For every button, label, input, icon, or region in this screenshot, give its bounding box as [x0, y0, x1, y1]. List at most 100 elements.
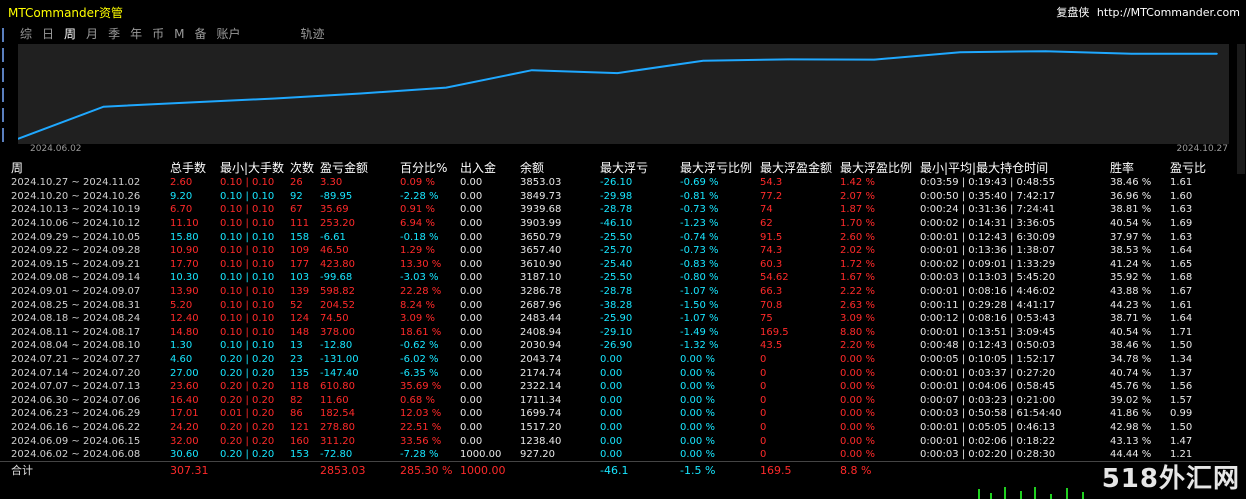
cell-mdd: -26.10 [600, 177, 633, 189]
cell-win: 41.86 % [1110, 408, 1152, 420]
table-row[interactable]: 2024.08.18 ~ 2024.08.24 12.40 0.10 | 0.10 1… [0, 312, 1230, 326]
weekly-stats-table: 周 总手数 最小|大手数 次数 盈亏金额 百分比% 出入金 余额 最大浮亏 最大浮亏比例 最大浮盈金… [0, 159, 1230, 479]
cell-mdd: 0.00 [600, 354, 623, 366]
tab-0[interactable]: 综 [20, 27, 33, 41]
watermark: 518外汇网 [1101, 464, 1240, 494]
col-header[interactable]: 次数 [290, 161, 315, 175]
cell-bal: 3939.68 [520, 204, 562, 216]
table-row[interactable]: 2024.10.06 ~ 2024.10.12 11.10 0.10 | 0.10 1… [0, 217, 1230, 231]
cell-minmax: 0.10 | 0.10 [220, 218, 275, 230]
col-header[interactable]: 最大浮盈比例 [840, 161, 913, 175]
col-header[interactable]: 周 [11, 161, 24, 175]
table-row[interactable]: 2024.06.09 ~ 2024.06.15 32.00 0.20 | 0.20 1… [0, 434, 1230, 448]
table-row[interactable]: 2024.10.20 ~ 2024.10.26 9.20 0.10 | 0.10 92… [0, 190, 1230, 204]
col-header[interactable]: 盈亏金额 [320, 161, 369, 175]
brand-link[interactable]: http://MTCommander.com [1096, 6, 1240, 19]
col-header[interactable]: 胜率 [1110, 161, 1135, 175]
cell-mfe: 0 [760, 421, 767, 433]
cell-win: 38.71 % [1110, 313, 1152, 325]
table-row[interactable]: 2024.06.23 ~ 2024.06.29 17.01 0.01 | 0.20 8… [0, 407, 1230, 421]
cell-mfep: 0.00 % [840, 449, 875, 461]
col-header[interactable]: 最大浮亏比例 [680, 161, 753, 175]
cell-week: 2024.10.20 ~ 2024.10.26 [11, 190, 141, 202]
cell-mfe: 54.3 [760, 177, 783, 189]
cell-pr: 1.56 [1170, 381, 1193, 393]
cell-io: 0.00 [460, 190, 483, 202]
table-row[interactable]: 2024.07.21 ~ 2024.07.27 4.60 0.20 | 0.20 23… [0, 353, 1230, 367]
cell-bal: 927.20 [520, 449, 555, 461]
cell-hold: 0:00:03 | 0:13:03 | 5:45:20 [920, 272, 1056, 284]
equity-point-5 [445, 86, 448, 89]
table-row[interactable]: 2024.08.11 ~ 2024.08.17 14.80 0.10 | 0.10 1… [0, 326, 1230, 340]
table-row[interactable]: 2024.07.07 ~ 2024.07.13 23.60 0.20 | 0.20 1… [0, 380, 1230, 394]
cell-io: 0.00 [460, 231, 483, 243]
table-row[interactable]: 2024.07.14 ~ 2024.07.20 27.00 0.20 | 0.20 1… [0, 366, 1230, 380]
right-scrollbar[interactable] [1237, 44, 1245, 174]
table-row[interactable]: 2024.10.13 ~ 2024.10.19 6.70 0.10 | 0.10 67… [0, 203, 1230, 217]
col-header[interactable]: 总手数 [170, 161, 207, 175]
col-header[interactable]: 出入金 [460, 161, 497, 175]
cell-mddp: -1.23 % [680, 218, 719, 230]
cell-hold: 0:00:48 | 0:12:43 | 0:50:03 [920, 340, 1056, 352]
col-header[interactable]: 余额 [520, 161, 545, 175]
col-header[interactable]: 百分比% [400, 161, 448, 175]
total-mfep: 8.8 % [840, 461, 920, 479]
tab-1[interactable]: 日 [42, 27, 55, 41]
cell-mddp: 0.00 % [680, 449, 715, 461]
tab-6[interactable]: 币 [152, 27, 165, 41]
tab-2[interactable]: 周 [64, 27, 77, 41]
tab-trajectory[interactable]: 轨迹 [300, 27, 325, 41]
cell-io: 0.00 [460, 286, 483, 298]
table-row[interactable]: 2024.09.01 ~ 2024.09.07 13.90 0.10 | 0.10 1… [0, 285, 1230, 299]
table-row[interactable]: 2024.06.02 ~ 2024.06.08 30.60 0.20 | 0.20 1… [0, 448, 1230, 462]
table-row[interactable]: 2024.09.22 ~ 2024.09.28 10.90 0.10 | 0.10 1… [0, 244, 1230, 258]
cell-week: 2024.07.21 ~ 2024.07.27 [11, 354, 141, 366]
col-header[interactable]: 最大浮亏 [600, 161, 649, 175]
cell-mfe: 0 [760, 354, 767, 366]
cell-hold: 0:00:01 | 0:04:06 | 0:58:45 [920, 381, 1056, 393]
cell-pnl: 3.30 [320, 177, 343, 189]
tab-9[interactable]: 账户 [216, 27, 241, 41]
cell-week: 2024.06.09 ~ 2024.06.15 [11, 435, 141, 447]
cell-win: 36.96 % [1110, 190, 1152, 202]
col-header[interactable]: 最大浮盈金额 [760, 161, 833, 175]
table-row[interactable]: 2024.08.25 ~ 2024.08.31 5.20 0.10 | 0.10 52… [0, 298, 1230, 312]
cell-pct: 3.09 % [400, 313, 435, 325]
period-tabs: 综日周月季年币 M 备账户 轨迹 [20, 25, 335, 43]
tab-8[interactable]: 备 [194, 27, 207, 41]
col-header[interactable]: 最小|大手数 [220, 161, 285, 175]
ticker-bars [970, 485, 1110, 499]
cell-pnl: 204.52 [320, 299, 355, 311]
cell-mddp: 0.00 % [680, 381, 715, 393]
cell-mddp: -0.73 % [680, 204, 719, 216]
cell-bal: 3849.73 [520, 190, 562, 202]
cell-win: 44.44 % [1110, 449, 1152, 461]
cell-lots: 11.10 [170, 218, 199, 230]
tab-5[interactable]: 年 [130, 27, 143, 41]
tab-4[interactable]: 季 [108, 27, 121, 41]
col-header[interactable]: 最小|平均|最大持仓时间 [920, 161, 1049, 175]
table-row[interactable]: 2024.06.30 ~ 2024.07.06 16.40 0.20 | 0.20 8… [0, 394, 1230, 408]
table-row[interactable]: 2024.09.08 ~ 2024.09.14 10.30 0.10 | 0.10 1… [0, 271, 1230, 285]
cell-mfep: 2.20 % [840, 340, 875, 352]
equity-point-9 [788, 58, 790, 61]
tab-7[interactable]: M [174, 27, 185, 41]
total-empty [290, 461, 320, 479]
cell-count: 92 [290, 190, 303, 202]
col-header[interactable]: 盈亏比 [1170, 161, 1207, 175]
cell-mddp: 0.00 % [680, 408, 715, 420]
table-row[interactable]: 2024.09.29 ~ 2024.10.05 15.80 0.10 | 0.10 1… [0, 230, 1230, 244]
cell-pr: 1.63 [1170, 231, 1193, 243]
cell-mfe: 74 [760, 204, 773, 216]
table-row[interactable]: 2024.08.04 ~ 2024.08.10 1.30 0.10 | 0.10 13… [0, 339, 1230, 353]
cell-mddp: -1.32 % [680, 340, 719, 352]
tab-3[interactable]: 月 [86, 27, 99, 41]
table-row[interactable]: 2024.06.16 ~ 2024.06.22 24.20 0.20 | 0.20 1… [0, 421, 1230, 435]
table-row[interactable]: 2024.10.27 ~ 2024.11.02 2.60 0.10 | 0.10 26… [0, 176, 1230, 190]
cell-count: 160 [290, 435, 310, 447]
cell-mdd: 0.00 [600, 367, 623, 379]
table-row[interactable]: 2024.09.15 ~ 2024.09.21 17.70 0.10 | 0.10 1… [0, 258, 1230, 272]
cell-lots: 10.90 [170, 245, 199, 257]
cell-pnl: -147.40 [320, 367, 359, 379]
cell-mfe: 0 [760, 367, 767, 379]
